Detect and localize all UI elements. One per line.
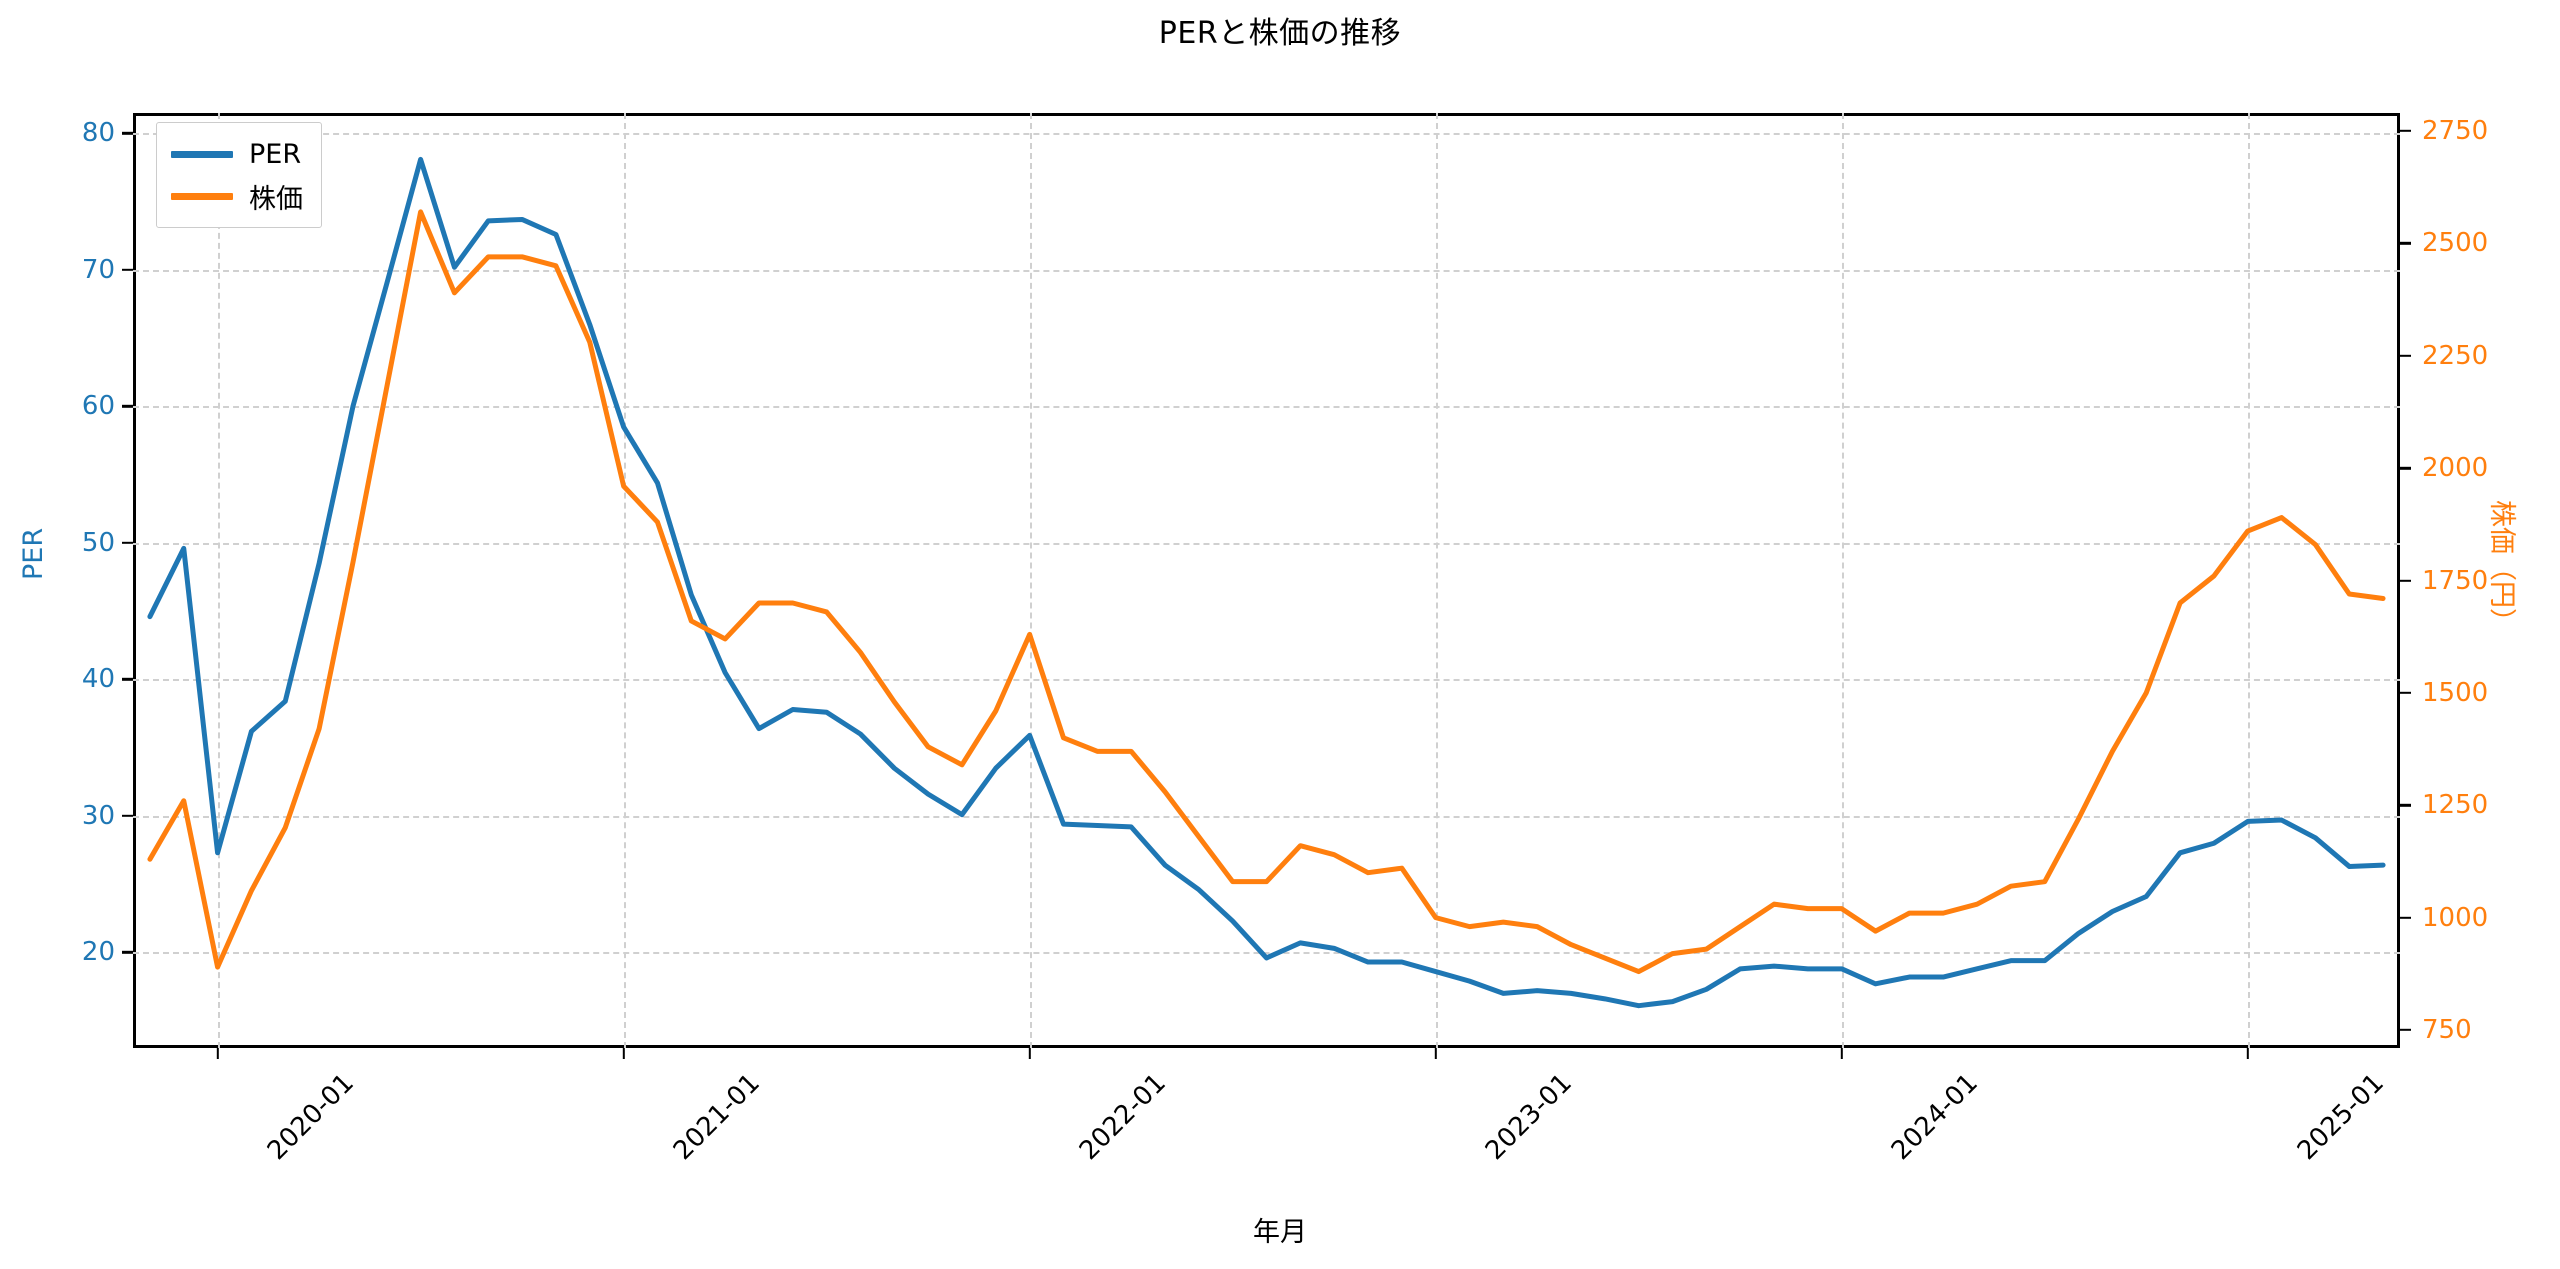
x-tick-label: 2023-01 bbox=[1479, 1068, 1578, 1167]
axis-spine-top bbox=[133, 113, 2400, 116]
y-tick-mark-right bbox=[2400, 242, 2411, 245]
x-tick-mark bbox=[216, 1048, 219, 1059]
y-tick-mark-right bbox=[2400, 466, 2411, 470]
chart-title: PERと株価の推移 bbox=[1158, 16, 1402, 51]
gridline-horizontal bbox=[133, 133, 2400, 136]
x-tick-mark bbox=[1028, 1048, 1031, 1059]
gridline-horizontal bbox=[133, 406, 2400, 409]
right-axis-label: 株価（円） bbox=[2486, 500, 2517, 635]
y-tick-label-left: 70 bbox=[81, 254, 115, 285]
x-tick-label: 2020-01 bbox=[261, 1068, 360, 1167]
gridline-vertical bbox=[1435, 113, 1438, 1048]
x-tick-label: 2021-01 bbox=[667, 1068, 766, 1167]
line-series-stock-price bbox=[147, 209, 2386, 975]
y-tick-mark-right bbox=[2400, 916, 2411, 919]
y-tick-label-right: 2750 bbox=[2422, 115, 2489, 146]
x-tick-mark bbox=[2246, 1048, 2249, 1059]
y-tick-mark-left bbox=[122, 132, 133, 135]
gridline-horizontal bbox=[133, 542, 2400, 545]
x-tick-label: 2025-01 bbox=[2291, 1068, 2390, 1167]
plot-area bbox=[133, 113, 2400, 1048]
y-tick-mark-right bbox=[2400, 354, 2411, 357]
series-lines bbox=[147, 156, 2386, 1009]
y-tick-label-left: 80 bbox=[81, 118, 115, 149]
legend-item-per[interactable]: PER bbox=[171, 133, 303, 175]
y-tick-label-right: 2000 bbox=[2422, 453, 2489, 484]
y-tick-mark-right bbox=[2400, 691, 2411, 695]
y-tick-label-right: 750 bbox=[2422, 1015, 2472, 1046]
axis-spine-left bbox=[133, 113, 136, 1048]
left-axis-label: PER bbox=[18, 527, 49, 580]
y-tick-mark-right bbox=[2400, 129, 2411, 133]
y-tick-label-right: 1000 bbox=[2422, 902, 2489, 933]
y-tick-label-left: 30 bbox=[81, 800, 115, 831]
y-tick-label-left: 20 bbox=[81, 937, 115, 968]
y-tick-mark-left bbox=[122, 541, 133, 545]
y-tick-mark-right bbox=[2400, 804, 2411, 807]
legend-swatch-per bbox=[171, 150, 233, 158]
gridline-vertical bbox=[1841, 113, 1844, 1048]
legend-item-stock-price[interactable]: 株価 bbox=[171, 175, 303, 217]
axis-spine-right bbox=[2397, 113, 2400, 1048]
gridline-horizontal bbox=[133, 815, 2400, 818]
y-tick-mark-left bbox=[122, 814, 133, 818]
gridline-vertical bbox=[217, 113, 220, 1048]
y-tick-mark-left bbox=[122, 405, 133, 408]
y-tick-mark-left bbox=[122, 951, 133, 954]
line-series-per bbox=[147, 156, 2386, 1009]
legend-swatch-stock-price bbox=[171, 192, 233, 200]
gridline-vertical bbox=[2247, 113, 2250, 1048]
y-tick-mark-right bbox=[2400, 579, 2411, 582]
y-tick-label-left: 50 bbox=[81, 527, 115, 558]
x-tick-mark bbox=[1434, 1048, 1437, 1059]
y-tick-label-right: 2250 bbox=[2422, 340, 2489, 371]
y-tick-label-right: 1250 bbox=[2422, 790, 2489, 821]
gridline-vertical bbox=[1029, 113, 1032, 1048]
y-tick-label-left: 40 bbox=[81, 664, 115, 695]
y-tick-label-right: 1500 bbox=[2422, 677, 2489, 708]
x-axis-label: 年月 bbox=[1253, 1217, 1307, 1248]
y-tick-mark-left bbox=[122, 678, 133, 681]
legend-label-stock-price: 株価 bbox=[249, 183, 303, 215]
chart-legend: PER 株価 bbox=[156, 122, 322, 228]
y-tick-label-right: 1750 bbox=[2422, 565, 2489, 596]
axis-spine-bottom bbox=[133, 1045, 2400, 1048]
x-tick-label: 2024-01 bbox=[1885, 1068, 1984, 1167]
y-tick-label-left: 60 bbox=[81, 391, 115, 422]
gridline-horizontal bbox=[133, 952, 2400, 955]
x-tick-label: 2022-01 bbox=[1073, 1068, 1172, 1167]
gridline-horizontal bbox=[133, 269, 2400, 272]
y-tick-mark-right bbox=[2400, 1028, 2411, 1032]
y-tick-mark-left bbox=[122, 268, 133, 272]
x-tick-mark bbox=[622, 1048, 625, 1059]
legend-label-per: PER bbox=[249, 138, 302, 170]
gridline-horizontal bbox=[133, 679, 2400, 682]
gridline-vertical bbox=[623, 113, 626, 1048]
x-tick-mark bbox=[1840, 1048, 1843, 1059]
y-tick-label-right: 2500 bbox=[2422, 228, 2489, 259]
